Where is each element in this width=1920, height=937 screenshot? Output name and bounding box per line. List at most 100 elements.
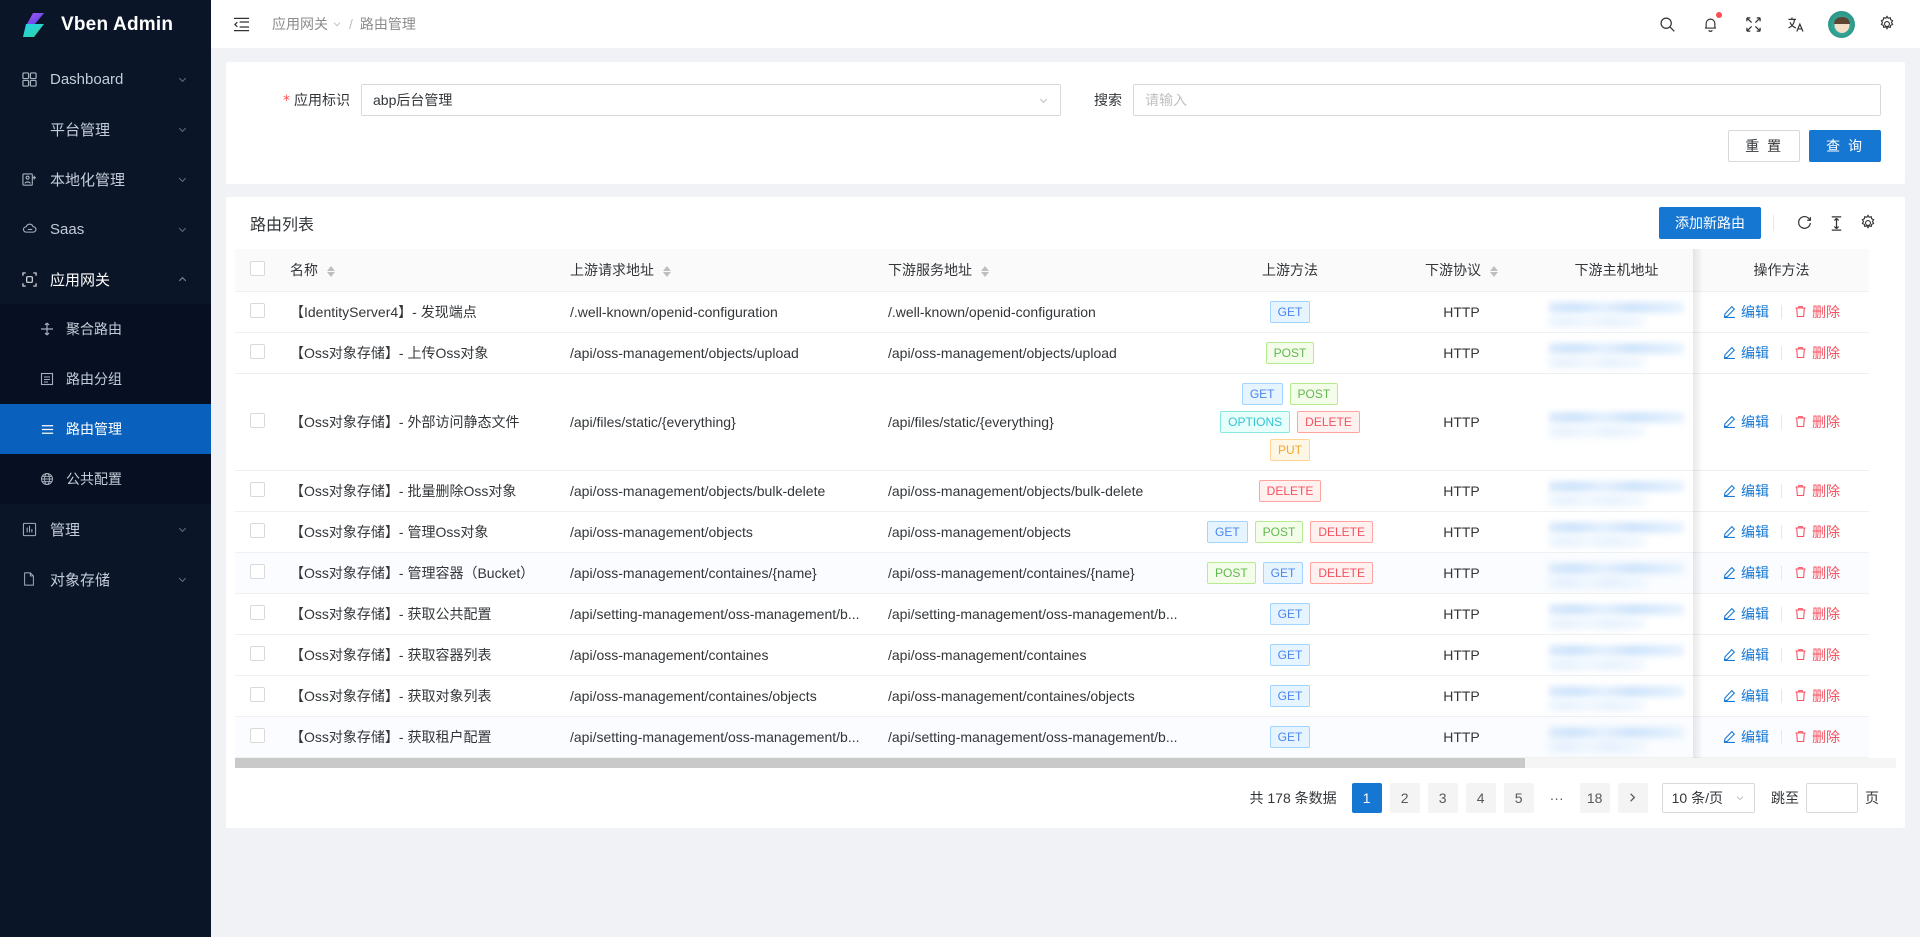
- edit-button[interactable]: 编辑: [1711, 481, 1781, 501]
- table-row[interactable]: 【Oss对象存储】- 上传Oss对象/api/oss-management/ob…: [235, 332, 1869, 374]
- breadcrumb-parent-label: 应用网关: [272, 16, 328, 32]
- query-button[interactable]: 查 询: [1809, 130, 1881, 162]
- edit-button[interactable]: 编辑: [1711, 604, 1781, 624]
- bell-icon[interactable]: [1699, 12, 1722, 35]
- sort-icon[interactable]: [980, 265, 989, 277]
- sidebar-item-label: 应用网关: [50, 271, 111, 289]
- page-button-3[interactable]: 3: [1427, 782, 1458, 813]
- sidebar-item-platform-management[interactable]: 平台管理: [0, 104, 211, 154]
- col-header-downstream-path[interactable]: 下游服务地址: [878, 249, 1196, 292]
- sort-icon[interactable]: [1489, 265, 1498, 277]
- edit-button[interactable]: 编辑: [1711, 343, 1781, 363]
- delete-button[interactable]: 删除: [1782, 343, 1852, 363]
- fullscreen-icon[interactable]: [1742, 13, 1764, 35]
- localization-icon: [22, 172, 44, 187]
- row-checkbox[interactable]: [250, 343, 265, 359]
- row-checkbox[interactable]: [250, 522, 265, 538]
- page-button-2[interactable]: 2: [1389, 782, 1420, 813]
- page-size-select[interactable]: 10 条/页: [1661, 782, 1755, 813]
- page-jump-input[interactable]: [1806, 782, 1858, 813]
- row-checkbox[interactable]: [250, 604, 265, 620]
- col-header-upstream-path[interactable]: 上游请求地址: [560, 249, 878, 292]
- row-checkbox[interactable]: [250, 727, 265, 743]
- scrollbar-thumb[interactable]: [235, 757, 1525, 768]
- table-row[interactable]: 【Oss对象存储】- 管理Oss对象/api/oss-management/ob…: [235, 511, 1869, 553]
- breadcrumb-parent[interactable]: 应用网关: [272, 14, 342, 34]
- page-ellipsis[interactable]: ···: [1549, 789, 1564, 806]
- refresh-icon[interactable]: [1790, 209, 1818, 237]
- gear-icon[interactable]: [1876, 13, 1898, 35]
- delete-button[interactable]: 删除: [1782, 645, 1852, 665]
- search-icon[interactable]: [1656, 13, 1678, 35]
- row-checkbox[interactable]: [250, 563, 265, 579]
- method-tag-post: POST: [1265, 341, 1315, 364]
- route-name: 【Oss对象存储】- 外部访问静态文件: [290, 413, 520, 430]
- sidebar-item-public-config[interactable]: 公共配置: [0, 454, 211, 504]
- sidebar-item-gateway[interactable]: 应用网关: [0, 254, 211, 304]
- col-header-downstream-scheme[interactable]: 下游协议: [1384, 249, 1539, 292]
- delete-button[interactable]: 删除: [1782, 563, 1852, 583]
- table-header: 名称 上游请求地址 下游服务地址: [235, 249, 1869, 292]
- sort-icon[interactable]: [662, 265, 671, 277]
- table-row[interactable]: 【Oss对象存储】- 获取对象列表/api/oss-management/con…: [235, 675, 1869, 717]
- edit-button[interactable]: 编辑: [1711, 302, 1781, 322]
- cell-downstream-host: [1539, 373, 1694, 471]
- reset-button[interactable]: 重 置: [1728, 130, 1801, 162]
- delete-button[interactable]: 删除: [1782, 481, 1852, 501]
- sidebar-item-dashboard[interactable]: Dashboard: [0, 54, 211, 104]
- table-row[interactable]: 【Oss对象存储】- 获取租户配置/api/setting-management…: [235, 716, 1869, 758]
- sidebar-item-route-management[interactable]: 路由管理: [0, 404, 211, 454]
- delete-button[interactable]: 删除: [1782, 412, 1852, 432]
- search-input[interactable]: 请输入: [1133, 84, 1881, 116]
- sidebar-item-localization[interactable]: 本地化管理: [0, 154, 211, 204]
- table-row[interactable]: 【Oss对象存储】- 管理容器（Bucket） /api/oss-manageme…: [235, 552, 1869, 594]
- page-button-last[interactable]: 18: [1579, 782, 1610, 813]
- row-checkbox[interactable]: [250, 412, 265, 428]
- delete-button[interactable]: 删除: [1782, 604, 1852, 624]
- delete-button[interactable]: 删除: [1782, 302, 1852, 322]
- translate-icon[interactable]: [1785, 13, 1807, 35]
- table-row[interactable]: 【Oss对象存储】- 获取公共配置/api/setting-management…: [235, 593, 1869, 635]
- sort-icon[interactable]: [326, 265, 335, 277]
- delete-button[interactable]: 删除: [1782, 686, 1852, 706]
- sidebar-item-saas[interactable]: Saas: [0, 204, 211, 254]
- edit-button[interactable]: 编辑: [1711, 686, 1781, 706]
- menu-fold-icon[interactable]: [228, 11, 254, 37]
- page-button-4[interactable]: 4: [1465, 782, 1496, 813]
- chevron-down-icon: [1030, 95, 1049, 106]
- edit-button[interactable]: 编辑: [1711, 727, 1781, 747]
- select-all-header: [235, 249, 280, 292]
- edit-button[interactable]: 编辑: [1711, 645, 1781, 665]
- method-tag-post: POST: [1206, 561, 1256, 584]
- delete-button[interactable]: 删除: [1782, 727, 1852, 747]
- app-identifier-select[interactable]: abp后台管理: [361, 84, 1061, 116]
- edit-button[interactable]: 编辑: [1711, 563, 1781, 583]
- row-checkbox[interactable]: [250, 481, 265, 497]
- sidebar-item-aggregate-route[interactable]: 聚合路由: [0, 304, 211, 354]
- page-button-1[interactable]: 1: [1351, 782, 1382, 813]
- row-checkbox[interactable]: [250, 686, 265, 702]
- table-row[interactable]: 【IdentityServer4】- 发现端点 /.well-known/open…: [235, 291, 1869, 333]
- horizontal-scrollbar[interactable]: [235, 757, 1896, 768]
- sidebar-item-route-group[interactable]: 路由分组: [0, 354, 211, 404]
- edit-button[interactable]: 编辑: [1711, 412, 1781, 432]
- settings-icon[interactable]: [1854, 209, 1882, 237]
- delete-button[interactable]: 删除: [1782, 522, 1852, 542]
- select-all-checkbox[interactable]: [250, 260, 265, 276]
- row-height-icon[interactable]: [1822, 209, 1850, 237]
- merge-icon: [40, 322, 60, 336]
- col-header-name[interactable]: 名称: [280, 249, 560, 292]
- sidebar-item-management[interactable]: 管理: [0, 504, 211, 554]
- table-row[interactable]: 【Oss对象存储】- 批量删除Oss对象/api/oss-management/…: [235, 470, 1869, 512]
- brand[interactable]: Vben Admin: [0, 0, 211, 49]
- add-route-button[interactable]: 添加新路由: [1659, 207, 1761, 239]
- table-row[interactable]: 【Oss对象存储】- 外部访问静态文件/api/files/static/{ev…: [235, 373, 1869, 471]
- edit-button[interactable]: 编辑: [1711, 522, 1781, 542]
- sidebar-item-object-storage[interactable]: 对象存储: [0, 554, 211, 604]
- table-row[interactable]: 【Oss对象存储】- 获取容器列表/api/oss-management/con…: [235, 634, 1869, 676]
- next-page-button[interactable]: [1617, 782, 1648, 813]
- avatar[interactable]: [1828, 10, 1855, 38]
- row-checkbox[interactable]: [250, 645, 265, 661]
- page-button-5[interactable]: 5: [1503, 782, 1534, 813]
- row-checkbox[interactable]: [250, 302, 265, 318]
